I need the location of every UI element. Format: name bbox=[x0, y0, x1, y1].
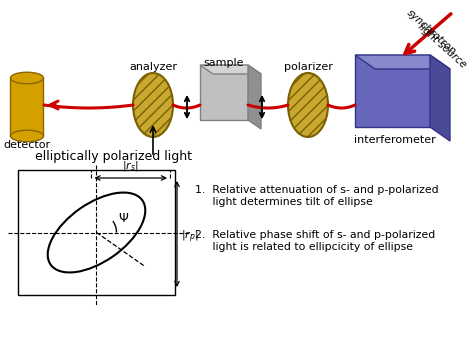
Polygon shape bbox=[355, 55, 450, 69]
Polygon shape bbox=[430, 55, 450, 141]
Text: $|r_s|$: $|r_s|$ bbox=[122, 159, 139, 173]
Text: interferometer: interferometer bbox=[354, 135, 436, 145]
Ellipse shape bbox=[288, 73, 328, 137]
Text: sample: sample bbox=[204, 58, 244, 68]
Ellipse shape bbox=[133, 73, 173, 137]
Text: analyzer: analyzer bbox=[129, 62, 177, 72]
Text: $\Psi$: $\Psi$ bbox=[118, 212, 129, 225]
Text: polarizer: polarizer bbox=[283, 62, 332, 72]
Polygon shape bbox=[248, 65, 261, 129]
Polygon shape bbox=[200, 65, 261, 74]
Text: detector: detector bbox=[3, 140, 51, 150]
Polygon shape bbox=[10, 78, 44, 136]
Text: synchrotron: synchrotron bbox=[405, 8, 458, 57]
Ellipse shape bbox=[10, 130, 44, 142]
Polygon shape bbox=[200, 65, 248, 120]
Text: elliptically polarized light: elliptically polarized light bbox=[35, 150, 192, 163]
Text: $|r_p|$: $|r_p|$ bbox=[181, 228, 199, 245]
Text: light source: light source bbox=[416, 22, 468, 70]
Ellipse shape bbox=[10, 72, 44, 84]
Text: 2.  Relative phase shift of s- and p-polarized
     light is related to ellipcic: 2. Relative phase shift of s- and p-pola… bbox=[195, 230, 435, 252]
Polygon shape bbox=[355, 55, 430, 127]
Text: 1.  Relative attenuation of s- and p-polarized
     light determines tilt of ell: 1. Relative attenuation of s- and p-pola… bbox=[195, 185, 438, 206]
